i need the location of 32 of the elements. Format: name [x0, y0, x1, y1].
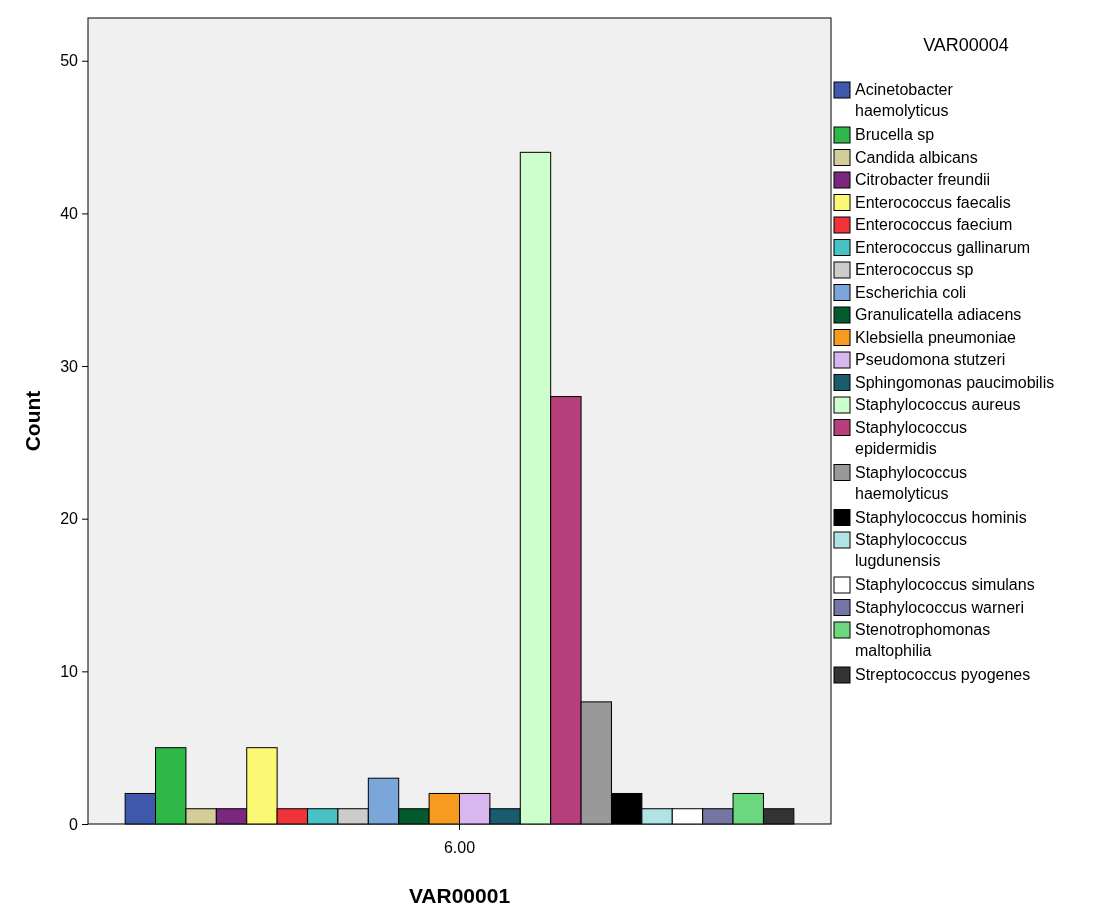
legend-label: Enterococcus faecalis: [855, 193, 1011, 211]
y-tick-label: 10: [60, 662, 79, 680]
legend-label: Enterococcus faecium: [855, 216, 1013, 233]
legend-label: Pseudomona stutzeri: [855, 351, 1006, 368]
legend-label: Streptococcus pyogenes: [855, 666, 1031, 683]
legend-label: Staphylococcus hominis: [855, 508, 1027, 526]
y-tick-label: 40: [60, 205, 79, 223]
legend-label: Staphylococcus haemolyticus: [855, 463, 968, 502]
y-tick-label: 0: [69, 815, 79, 833]
legend-label: Klebsiella pneumoniae: [855, 328, 1017, 346]
legend-title: VAR00004: [923, 35, 1009, 55]
legend-label: Escherichia coli: [855, 283, 967, 301]
legend-label: Sphingomonas paucimobilis: [855, 373, 1055, 391]
legend-label: Granulicatella adiacens: [855, 306, 1022, 323]
legend-label: Brucella sp: [855, 126, 935, 143]
y-tick-label: 20: [60, 510, 79, 528]
x-axis-title: VAR00001: [408, 884, 511, 904]
legend-label: Enterococcus gallinarum: [855, 238, 1031, 256]
legend-label: Candida albicans: [855, 148, 978, 166]
legend-label: Acinetobacter haemolyticus: [855, 81, 954, 119]
y-tick-label: 30: [60, 357, 79, 375]
y-tick-label: 50: [60, 52, 79, 70]
legend-label: Staphylococcus aureus: [855, 396, 1021, 413]
legend-label: Staphylococcus epidermidis: [855, 418, 968, 457]
legend-label: Staphylococcus simulans: [855, 576, 1035, 593]
legend-label: Citrobacter freundii: [855, 171, 991, 188]
legend-label: Stenotrophomonas maltophilia: [855, 621, 991, 659]
y-axis-title: Count: [21, 390, 44, 452]
legend-label: Staphylococcus warneri: [855, 598, 1024, 616]
legend-label: Enterococcus sp: [855, 261, 974, 278]
text: 6.00: [443, 839, 476, 856]
legend-label: Staphylococcus lugdunensis: [855, 531, 968, 569]
